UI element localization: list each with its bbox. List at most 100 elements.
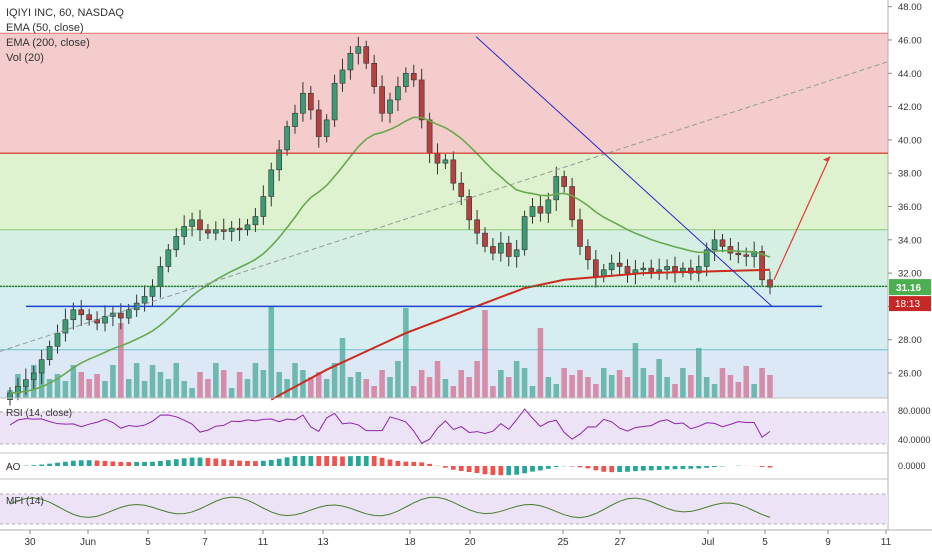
ao-bar <box>467 466 472 472</box>
candle-body <box>142 296 147 303</box>
ao-bar <box>79 460 84 466</box>
ao-bar <box>103 461 108 466</box>
ao-bar <box>380 458 385 466</box>
volume-bar <box>538 328 544 398</box>
ao-bar <box>229 460 234 466</box>
candle-body <box>237 228 242 230</box>
candle-body <box>443 160 448 163</box>
volume-bar <box>553 384 559 398</box>
volume-bar <box>142 381 148 398</box>
ao-bar <box>174 459 179 466</box>
candle-body <box>253 216 258 224</box>
candle-body <box>285 127 290 150</box>
volume-bar <box>158 372 164 398</box>
candle-body <box>190 220 195 227</box>
ao-bar <box>301 456 306 466</box>
candle-body <box>665 266 670 269</box>
ao-bar <box>768 466 773 468</box>
candle-body <box>585 246 590 259</box>
volume-bar <box>648 375 654 398</box>
candle-body <box>427 120 432 153</box>
volume-bar <box>474 361 480 398</box>
volume-bar <box>213 363 219 398</box>
candle-body <box>475 220 480 233</box>
volume-bar <box>506 377 512 398</box>
ao-bar <box>253 461 258 466</box>
ao-bar <box>609 466 614 472</box>
candle-body <box>467 197 472 220</box>
candle-body <box>308 93 313 110</box>
volume-bar <box>720 368 726 398</box>
volume-bar <box>561 368 567 398</box>
volume-bar <box>672 384 678 398</box>
candle-body <box>570 187 575 220</box>
rsi-band <box>0 412 888 444</box>
price-tick-label: 32.00 <box>898 269 922 280</box>
ao-bar <box>760 466 765 467</box>
volume-bar <box>625 377 631 398</box>
ao-bar <box>665 466 670 470</box>
candle-body <box>736 253 741 255</box>
ao-bar <box>427 464 432 466</box>
volume-bar <box>348 377 354 398</box>
legend-ema200: EMA (200, close) <box>6 36 124 51</box>
candle-body <box>292 113 297 126</box>
time-tick-label: 27 <box>614 537 626 548</box>
volume-bar <box>237 372 243 398</box>
ao-bar <box>142 462 147 466</box>
candle-body <box>245 225 250 230</box>
candle-body <box>372 63 377 86</box>
candle-body <box>300 93 305 113</box>
price-tick-label: 36.00 <box>898 202 922 213</box>
volume-bar <box>78 372 84 398</box>
candle-body <box>451 160 456 183</box>
ao-bar <box>134 462 139 466</box>
ao-bar <box>688 466 693 469</box>
volume-bar <box>268 306 274 398</box>
fib-zone <box>0 230 888 287</box>
time-tick-label: 18 <box>404 537 416 548</box>
ao-bar <box>308 456 313 466</box>
time-tick-label: 9 <box>825 537 831 548</box>
candle-body <box>213 230 218 233</box>
volume-bar <box>601 368 607 398</box>
ao-bar <box>95 460 100 466</box>
candle-body <box>403 73 408 86</box>
volume-bar <box>704 377 710 398</box>
price-tick-label: 42.00 <box>898 102 922 113</box>
ao-bar <box>443 466 448 468</box>
volume-bar <box>443 379 449 398</box>
last-price-label: 31.16 <box>896 283 921 294</box>
candle-body <box>126 310 131 318</box>
ao-bar <box>372 456 377 466</box>
volume-bar <box>324 379 330 398</box>
time-tick-label: 5 <box>762 537 768 548</box>
volume-bar <box>150 365 156 398</box>
ao-bar <box>47 464 52 466</box>
candle-body <box>609 263 614 270</box>
candle-body <box>538 206 543 213</box>
candle-body <box>7 393 12 400</box>
fib-zone <box>0 33 888 153</box>
ao-bar <box>245 461 250 466</box>
ao-bar <box>206 458 211 466</box>
candle-body <box>340 70 345 83</box>
candle-body <box>419 80 424 120</box>
price-tick-label: 34.00 <box>898 235 922 246</box>
ao-bar <box>71 461 76 466</box>
ao-bar <box>166 460 171 466</box>
candle-body <box>182 226 187 236</box>
ao-bar <box>681 466 686 469</box>
ao-bar <box>491 466 496 475</box>
volume-bar <box>245 379 251 398</box>
candle-body <box>435 153 440 163</box>
ao-bar <box>277 459 282 466</box>
volume-bar <box>696 348 702 398</box>
ao-bar <box>158 461 163 466</box>
candle-body <box>174 236 179 249</box>
candle-body <box>530 206 535 216</box>
ao-bar <box>696 466 701 468</box>
ao-bar <box>633 466 638 471</box>
